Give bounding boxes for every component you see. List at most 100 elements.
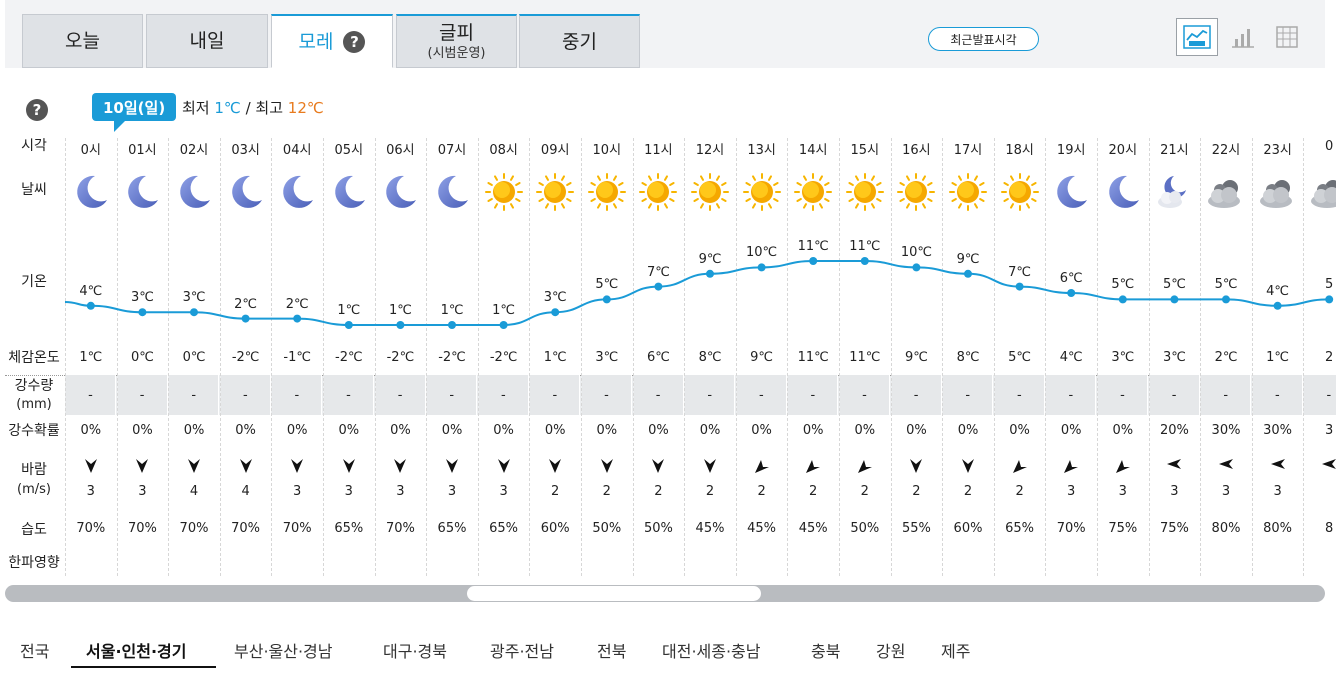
precip-amount-cell: -	[1252, 375, 1303, 415]
temp-data-label: 1℃	[388, 303, 412, 318]
wind-direction-icon	[529, 458, 581, 478]
precip-amount-cell: -	[324, 375, 374, 415]
feels-like-value: -2℃	[489, 350, 518, 365]
row-label-feels: 체감온도	[8, 350, 60, 366]
precip-probability: 30%	[1211, 423, 1241, 438]
precip-probability: 0%	[493, 423, 514, 438]
hour-time: 23시	[1263, 143, 1292, 158]
row-label-wind-unit: (m/s)	[17, 482, 51, 497]
feels-like-value: 3℃	[595, 350, 619, 365]
temp-data-label: 7℃	[646, 264, 670, 280]
sun-icon	[948, 172, 988, 216]
wind-speed: 3	[1118, 484, 1127, 499]
humidity-value: 60%	[953, 521, 983, 536]
region-tab[interactable]: 전국	[20, 642, 50, 661]
region-tab[interactable]: 강원	[876, 642, 906, 661]
region-tab[interactable]: 제주	[941, 642, 971, 661]
graph-view-button[interactable]	[1176, 18, 1218, 56]
temperature-point	[1170, 295, 1179, 304]
latest-release-button[interactable]: 최근발표시각	[928, 27, 1039, 51]
column-divider	[1251, 138, 1253, 576]
min-label: 최저	[182, 99, 210, 117]
wind-speed: 3	[396, 484, 405, 499]
temperature-point	[190, 308, 198, 317]
hour-time: 05시	[334, 143, 364, 158]
humidity-value: 60%	[540, 521, 570, 536]
precip-amount-cell: -	[1149, 375, 1200, 415]
feels-like-value: 1℃	[79, 350, 103, 365]
scrollbar-thumb[interactable]	[467, 586, 761, 601]
tab-three-days-later[interactable]: 글피 (시범운영)	[396, 14, 517, 68]
hour-time: 01시	[128, 143, 157, 158]
wind-speed: 2	[809, 484, 818, 499]
tab-tomorrow[interactable]: 내일	[146, 14, 268, 68]
region-tab[interactable]: 충북	[811, 642, 841, 661]
cloud-icon	[1258, 172, 1298, 216]
temperature-point	[809, 257, 818, 265]
column-divider	[65, 138, 66, 576]
wind-speed: 3	[293, 484, 302, 499]
column-divider	[581, 138, 582, 576]
feels-like-value: -1℃	[283, 350, 311, 365]
help-icon[interactable]: ?	[26, 99, 48, 121]
help-icon[interactable]: ?	[343, 30, 366, 53]
humidity-value: 50%	[592, 521, 622, 536]
humidity-value: 80%	[1263, 521, 1293, 536]
humidity-value: 65%	[334, 521, 364, 536]
hour-time: 18시	[1005, 143, 1034, 158]
wind-direction-icon	[220, 458, 272, 478]
region-tab[interactable]: 대전·세종·충남	[662, 642, 761, 661]
humidity-value: 50%	[850, 521, 880, 536]
precip-probability: 0%	[906, 423, 927, 438]
feels-like-value: 9℃	[750, 350, 774, 365]
table-view-button[interactable]	[1266, 18, 1308, 56]
region-tab[interactable]: 전북	[597, 642, 627, 661]
tab-day-after-tomorrow[interactable]: 모레 ?	[271, 14, 393, 68]
region-tab[interactable]: 부산·울산·경남	[234, 642, 333, 661]
tab-mid-term[interactable]: 중기	[519, 14, 640, 68]
precip-amount-cell: -	[994, 375, 1045, 415]
region-tab[interactable]: 광주·전남	[490, 642, 554, 661]
hour-time: 08시	[489, 143, 518, 158]
hour-time: 19시	[1056, 143, 1086, 158]
row-label-precip-unit: (mm)	[16, 397, 52, 412]
precip-probability: 3	[1325, 423, 1334, 438]
precip-amount-cell: -	[220, 375, 271, 415]
column-divider	[735, 138, 737, 576]
wind-speed: 3	[138, 484, 147, 499]
hour-time: 16시	[902, 143, 931, 158]
humidity-value: 50%	[643, 521, 673, 536]
region-tab[interactable]: 대구·경북	[383, 642, 447, 661]
hour-time: 03시	[231, 143, 260, 158]
moon-icon	[329, 172, 369, 216]
precip-probability: 0%	[441, 423, 463, 438]
humidity-value: 70%	[282, 521, 312, 536]
temperature-point	[602, 295, 611, 304]
humidity-value: 80%	[1211, 521, 1241, 536]
temperature-point	[860, 257, 869, 265]
tab-today[interactable]: 오늘	[22, 14, 143, 68]
tab-three-days-later-label: 글피	[439, 21, 474, 44]
temperature-point	[1118, 295, 1127, 304]
temp-data-label: 10℃	[900, 245, 932, 261]
horizontal-scrollbar[interactable]	[5, 585, 1325, 602]
precip-amount-cell: -	[427, 375, 478, 415]
wind-speed: 3	[86, 484, 95, 499]
column-divider	[529, 138, 531, 576]
precip-amount-cell: -	[375, 375, 426, 415]
table-view-icon	[1276, 26, 1298, 48]
wind-speed: 2	[654, 484, 663, 499]
column-divider	[1045, 138, 1047, 576]
temperature-point	[86, 301, 95, 310]
precip-amount-cell: -	[840, 375, 890, 415]
temp-data-label: 11℃	[797, 239, 829, 254]
humidity-value: 70%	[1056, 521, 1086, 536]
bar-chart-button[interactable]	[1222, 18, 1264, 56]
tab-today-label: 오늘	[65, 30, 100, 52]
precip-amount-cell: -	[788, 375, 839, 415]
region-tab[interactable]: 서울·인천·경기	[86, 642, 187, 661]
precip-amount-cell: -	[582, 375, 632, 415]
hour-time: 02시	[179, 143, 209, 158]
date-badge-pointer	[114, 120, 126, 132]
sun-icon	[638, 172, 678, 216]
